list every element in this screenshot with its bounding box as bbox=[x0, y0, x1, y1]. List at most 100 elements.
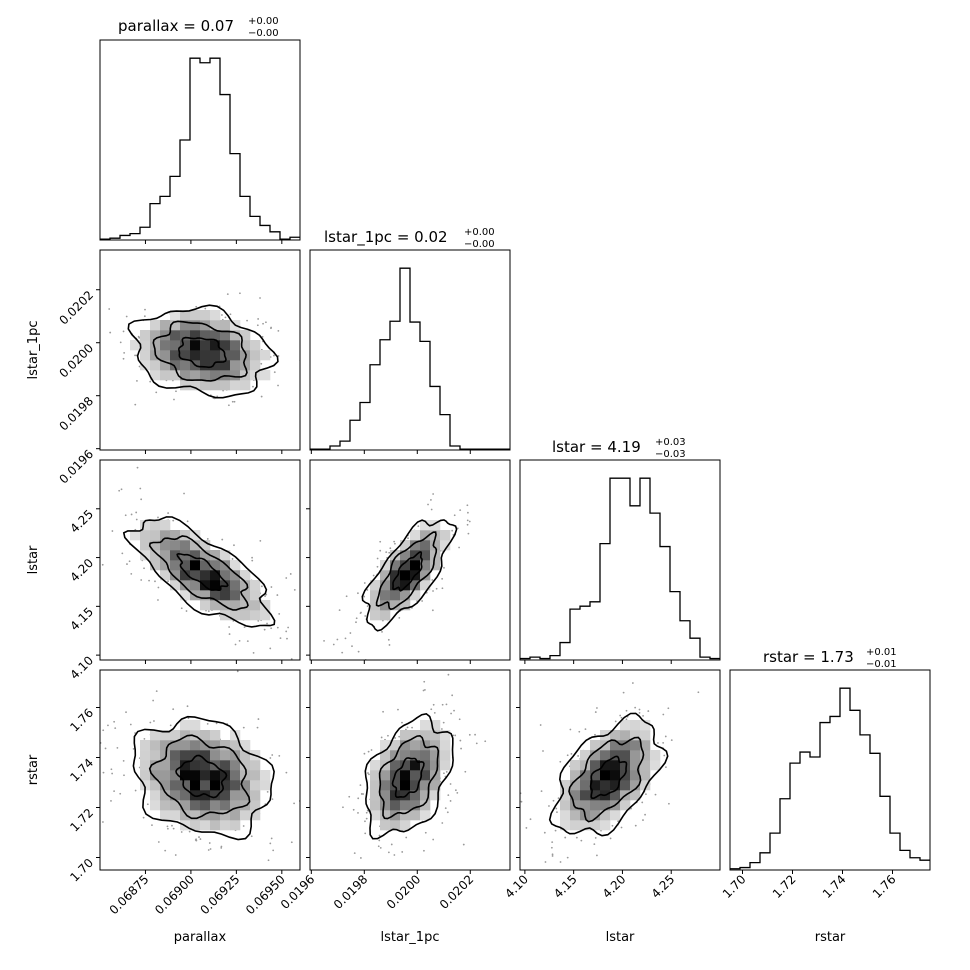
density-cell bbox=[160, 350, 171, 361]
scatter-point bbox=[520, 800, 523, 803]
density-cell bbox=[230, 810, 241, 821]
density-cell bbox=[370, 770, 381, 781]
title-rstar-name: rstar bbox=[763, 648, 799, 666]
scatter-point bbox=[188, 830, 191, 833]
density-cell bbox=[250, 610, 261, 621]
density-cell bbox=[380, 560, 391, 571]
scatter-point bbox=[654, 793, 657, 796]
scatter-point bbox=[380, 736, 383, 739]
scatter-point bbox=[555, 807, 558, 810]
density-cell bbox=[430, 560, 441, 571]
scatter-point bbox=[119, 341, 122, 344]
density-cell bbox=[230, 800, 241, 811]
density-cell bbox=[210, 730, 221, 741]
density-cell bbox=[180, 360, 191, 371]
scatter-point bbox=[458, 546, 460, 549]
density-cell bbox=[220, 320, 231, 331]
y-tick-label: 0.0196 bbox=[57, 447, 97, 487]
scatter-point bbox=[269, 757, 272, 759]
density-cell bbox=[580, 770, 591, 781]
density-cell bbox=[260, 780, 271, 791]
density-cell bbox=[210, 600, 221, 611]
density-cell bbox=[650, 750, 661, 761]
density-cell bbox=[190, 770, 201, 781]
scatter-point bbox=[368, 773, 370, 776]
scatter-point bbox=[596, 854, 598, 857]
scatter-point bbox=[511, 823, 513, 825]
density-cell bbox=[610, 730, 621, 741]
scatter-point bbox=[94, 538, 96, 540]
panel-lstar_1pc-vs-parallax: 0.0196 0.0198 0.0200 0.0202 bbox=[57, 249, 301, 487]
scatter-point bbox=[172, 827, 175, 830]
density-cell bbox=[180, 380, 191, 391]
scatter-point bbox=[364, 615, 367, 617]
density-cell bbox=[130, 340, 141, 351]
density-cell bbox=[420, 800, 431, 811]
scatter-point bbox=[311, 745, 313, 747]
scatter-point bbox=[393, 540, 396, 543]
scatter-point bbox=[91, 307, 93, 309]
density-cell bbox=[190, 750, 201, 761]
x-tick-label: 1.72 bbox=[770, 872, 799, 901]
density-cell bbox=[420, 560, 431, 571]
density-cell bbox=[170, 740, 181, 751]
density-cell bbox=[600, 780, 611, 791]
density-cell bbox=[220, 790, 231, 801]
scatter-point bbox=[353, 852, 356, 855]
scatter-point bbox=[382, 710, 384, 713]
density-cell bbox=[220, 810, 231, 821]
scatter-point bbox=[577, 755, 579, 757]
density-cell bbox=[210, 820, 221, 831]
scatter-point bbox=[128, 560, 131, 563]
xlabel-parallax: parallax bbox=[174, 930, 227, 945]
scatter-point bbox=[364, 820, 366, 823]
panel-content bbox=[100, 670, 313, 862]
scatter-point bbox=[357, 812, 359, 814]
density-cell bbox=[150, 340, 161, 351]
density-cell bbox=[560, 820, 571, 831]
contour-level-1 bbox=[175, 754, 228, 799]
scatter-point bbox=[466, 519, 469, 522]
density-cell bbox=[250, 790, 261, 801]
scatter-point bbox=[229, 313, 232, 316]
density-cell bbox=[140, 540, 151, 551]
scatter-point bbox=[259, 540, 262, 542]
density-cell bbox=[410, 760, 421, 771]
scatter-point bbox=[113, 720, 116, 723]
density-cell bbox=[140, 770, 151, 781]
scatter-point bbox=[341, 651, 344, 654]
density-cell bbox=[220, 570, 231, 581]
density-cell bbox=[400, 580, 411, 591]
density-cell bbox=[160, 320, 171, 331]
scatter-point bbox=[378, 839, 381, 842]
scatter-point bbox=[267, 859, 270, 862]
scatter-point bbox=[431, 609, 434, 612]
density-cell bbox=[420, 580, 431, 591]
scatter-point bbox=[138, 365, 141, 368]
density-cell bbox=[210, 320, 221, 331]
density-cell bbox=[160, 770, 171, 781]
density-cell bbox=[590, 810, 601, 821]
density-cell bbox=[160, 810, 171, 821]
density-cell bbox=[230, 570, 241, 581]
density-cell bbox=[640, 780, 651, 791]
x-tick-label: 0.06875 bbox=[107, 872, 152, 917]
scatter-point bbox=[364, 832, 367, 835]
contour-level-1 bbox=[391, 757, 425, 799]
density-cell bbox=[210, 800, 221, 811]
scatter-point bbox=[387, 638, 390, 641]
density-cell bbox=[190, 790, 201, 801]
contour-level-3 bbox=[364, 712, 454, 840]
scatter-point bbox=[641, 801, 644, 804]
density-cell bbox=[170, 580, 181, 591]
density-cell bbox=[200, 360, 211, 371]
density-cell bbox=[560, 800, 571, 811]
title-lstar: lstar = 4.19 +0.03 −0.03 bbox=[552, 437, 686, 460]
density-cell bbox=[150, 730, 161, 741]
density-cell bbox=[390, 800, 401, 811]
density-cell bbox=[160, 540, 171, 551]
scatter-point bbox=[204, 307, 207, 310]
scatter-point bbox=[447, 794, 450, 797]
density-cell bbox=[180, 800, 191, 811]
density-cell bbox=[250, 340, 261, 351]
